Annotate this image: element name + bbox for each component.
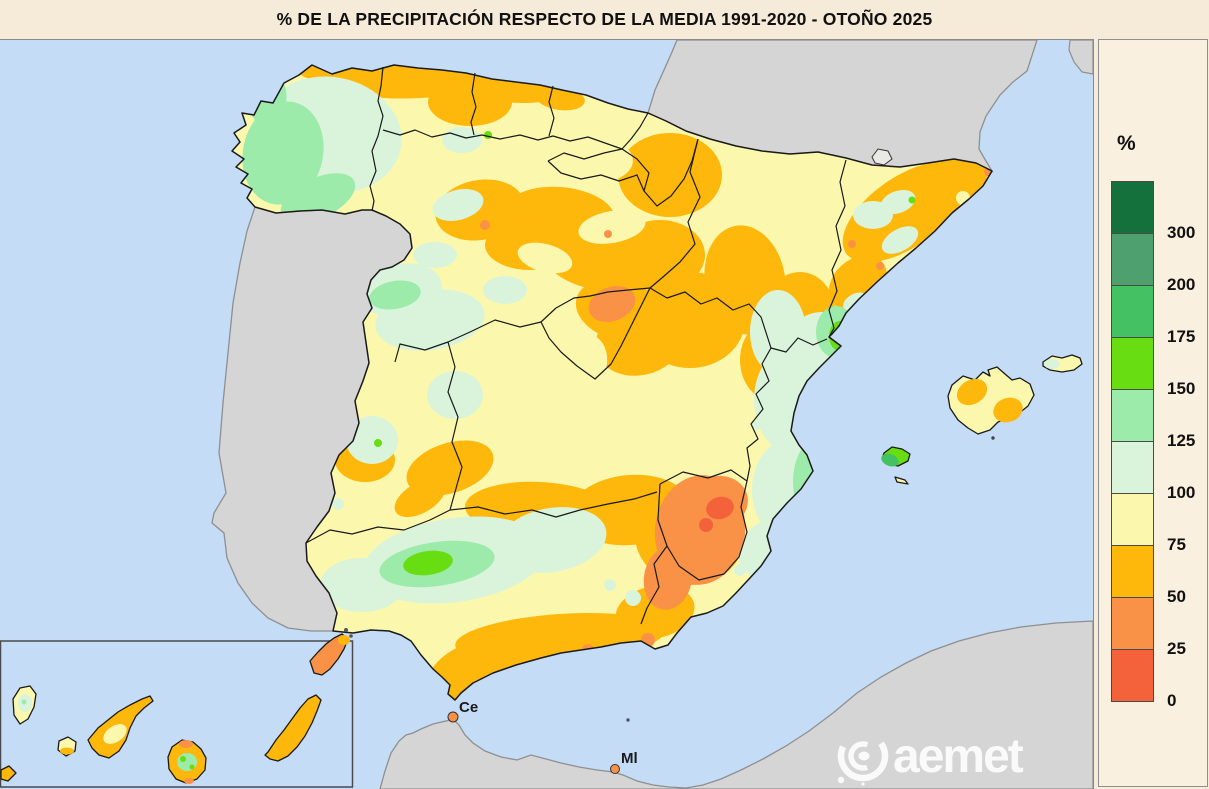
- map-canvas: Ce Ml aemet: [0, 40, 1093, 789]
- legend-tick-label: 0: [1167, 691, 1177, 710]
- france-corner-landmass: [1068, 40, 1093, 75]
- legend-scale: [1111, 181, 1154, 702]
- legend-tick-label: 300: [1167, 223, 1196, 242]
- aemet-logo: aemet: [837, 730, 1026, 786]
- legend-swatch-200-300: [1111, 233, 1154, 286]
- region-borders: [305, 66, 847, 625]
- legend-tick-label: 150: [1167, 379, 1196, 398]
- legend-tick-label: 200: [1167, 275, 1196, 294]
- legend-swatch->300: [1111, 181, 1154, 234]
- spain-outline: [231, 64, 993, 701]
- aemet-logo-swirl-icon: [837, 730, 889, 786]
- andorra-landmass: [871, 148, 893, 166]
- legend-tick-label: 75: [1167, 535, 1186, 554]
- map-title: % DE LA PRECIPITACIÓN RESPECTO DE LA MED…: [276, 9, 933, 29]
- melilla-marker: [610, 764, 620, 774]
- aemet-logo-text: aemet: [893, 730, 1024, 783]
- map-area: Ce Ml aemet: [0, 39, 1094, 789]
- legend-tick-label: 25: [1167, 639, 1186, 658]
- el-hierro-island: [0, 765, 17, 782]
- legend-swatch-125-150: [1111, 389, 1154, 442]
- africa-landmass: [379, 620, 1093, 789]
- title-bar: % DE LA PRECIPITACIÓN RESPECTO DE LA MED…: [0, 0, 1209, 39]
- legend-swatch-25-50: [1111, 597, 1154, 650]
- legend-swatch-100-125: [1111, 441, 1154, 494]
- ceuta-label: Ce: [459, 699, 478, 716]
- legend-unit-label: %: [1117, 132, 1136, 155]
- legend-tick-label: 175: [1167, 327, 1196, 346]
- city-markers: Ce Ml: [447, 699, 638, 774]
- legend-swatch-175-200: [1111, 285, 1154, 338]
- legend-panel: % 300 200 175 150 125 100 75 50 25 0: [1098, 39, 1208, 787]
- legend-swatch-0-25: [1111, 649, 1154, 702]
- legend-tick-label: 50: [1167, 587, 1186, 606]
- balearic-islands: [881, 354, 1083, 485]
- canary-inset: [0, 628, 354, 788]
- formentera-island: [894, 476, 909, 485]
- melilla-label: Ml: [621, 750, 638, 767]
- alboran-islet: [626, 718, 630, 722]
- legend-tick-label: 100: [1167, 483, 1196, 502]
- fuerteventura-island: [264, 694, 322, 762]
- legend-swatch-75-100: [1111, 493, 1154, 546]
- legend-tick-label: 125: [1167, 431, 1196, 450]
- legend-swatch-150-175: [1111, 337, 1154, 390]
- ceuta-marker: [447, 711, 459, 723]
- legend-swatch-50-75: [1111, 545, 1154, 598]
- legend-ticks: 300 200 175 150 125 100 75 50 25 0: [1163, 182, 1205, 722]
